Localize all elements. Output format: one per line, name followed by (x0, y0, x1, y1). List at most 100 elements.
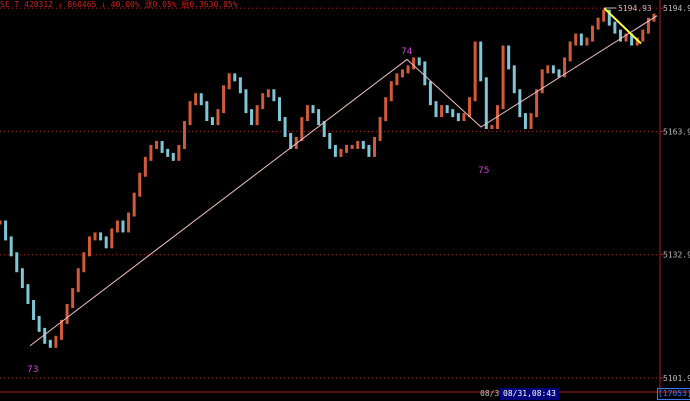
price-bar (9, 236, 13, 257)
price-bar (32, 300, 36, 320)
price-bar (523, 113, 527, 130)
price-bar (613, 21, 617, 34)
price-bar (646, 17, 650, 34)
price-bar (54, 335, 58, 348)
price-bar (127, 212, 131, 233)
quote-header: SE T 428312 ↓ 860465 ↓ 40.00% 涨0.05% 振0.… (0, 0, 238, 9)
price-bar (501, 45, 505, 110)
price-bar (87, 236, 91, 257)
price-bar (171, 152, 175, 161)
price-bar (345, 144, 349, 153)
pivot-label: 75 (478, 166, 489, 176)
price-bar (507, 45, 511, 70)
y-tick-label: 5194.9 (663, 4, 690, 13)
price-bar (233, 73, 237, 82)
price-bar (602, 9, 606, 22)
price-bar (384, 97, 388, 122)
price-bar (546, 65, 550, 74)
price-bar (535, 89, 539, 118)
price-bar (149, 144, 153, 161)
price-bar (417, 57, 421, 66)
price-bar (4, 220, 8, 241)
price-bar (48, 339, 52, 348)
price-bar (328, 132, 332, 149)
price-bar (468, 97, 472, 118)
price-bar (395, 73, 399, 86)
gridlines (0, 7, 660, 379)
price-bar (479, 41, 483, 82)
footer-datetime[interactable]: 08/31,08:43 (500, 388, 559, 400)
price-bar (0, 220, 2, 225)
price-bar (434, 101, 438, 118)
price-bar (244, 89, 248, 114)
price-bar (333, 144, 337, 157)
price-series (0, 9, 656, 348)
price-bar (635, 37, 639, 46)
price-bar (272, 89, 276, 102)
price-bar (283, 117, 287, 137)
price-bar (199, 93, 203, 106)
price-bar (205, 101, 209, 122)
price-bar (71, 288, 75, 309)
price-bar (641, 29, 645, 42)
price-bar (529, 113, 533, 130)
price-bar (440, 105, 444, 118)
price-bar (473, 41, 477, 102)
price-bar (99, 232, 103, 241)
price-bar (624, 33, 628, 42)
price-bar (26, 284, 30, 305)
price-bar (266, 89, 270, 98)
price-bar (451, 109, 455, 118)
price-bar (484, 77, 488, 130)
price-bar (305, 105, 309, 122)
price-bar (37, 315, 41, 332)
price-bar (618, 29, 622, 42)
price-bar (339, 148, 343, 157)
pivot-label: 74 (401, 47, 413, 57)
price-bar (182, 121, 186, 149)
price-bar (490, 125, 494, 130)
y-tick-label: 5101.9 (663, 374, 690, 383)
price-bar (20, 268, 24, 289)
price-bar (216, 109, 220, 126)
price-bar (177, 144, 181, 161)
price-bar (579, 33, 583, 46)
price-bar (227, 73, 231, 90)
price-bar (563, 57, 567, 78)
price-bar (350, 144, 354, 149)
price-bar (568, 41, 572, 62)
price-bar (138, 172, 142, 197)
price-bar (596, 17, 600, 30)
y-tick-label: 5163.9 (663, 127, 690, 136)
price-bar (591, 25, 595, 42)
price-bar (115, 220, 119, 233)
price-bar (238, 77, 242, 94)
price-bar (406, 65, 410, 74)
price-bar (540, 69, 544, 94)
price-bar (43, 327, 47, 344)
price-bar (317, 109, 321, 126)
highlight-line (603, 7, 642, 45)
price-bar (110, 228, 114, 249)
pivot-labels: 73 74 75 (27, 47, 489, 375)
price-bar (222, 85, 226, 114)
price-bar (512, 65, 516, 94)
price-bar (132, 192, 136, 217)
pivot-label: 73 (27, 365, 38, 375)
price-bar (261, 93, 265, 110)
trend-overlays: 5194.93 (29, 4, 658, 347)
price-bar (76, 268, 80, 293)
price-bar (574, 33, 578, 46)
price-bar (322, 121, 326, 137)
price-bar (378, 117, 382, 141)
price-bar (630, 33, 634, 46)
footer-date: 08/31 (480, 389, 505, 398)
price-bar (389, 81, 393, 102)
price-bar (428, 81, 432, 106)
price-bar (121, 220, 125, 233)
price-bar (255, 105, 259, 126)
price-bar (445, 105, 449, 114)
price-bar (93, 232, 97, 241)
price-bar (104, 236, 108, 249)
